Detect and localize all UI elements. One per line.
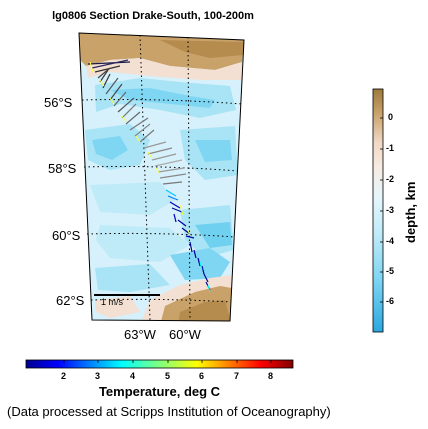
lon-label-63w: 63°W: [124, 327, 156, 342]
lat-label-62s: 62°S: [56, 293, 85, 308]
lat-label-58s: 58°S: [48, 161, 77, 176]
temperature-colorbar-ticks: [63, 360, 272, 363]
lat-label-56s: 56°S: [44, 95, 73, 110]
depth-tick-1: -1: [386, 143, 395, 153]
temp-tick-8: 8: [268, 371, 274, 381]
depth-colorbar-ticks: [380, 117, 383, 303]
temp-tick-7: 7: [234, 371, 240, 381]
temp-tick-2: 2: [61, 371, 67, 381]
depth-colorbar: [372, 88, 384, 333]
temp-tick-4: 4: [130, 371, 136, 381]
temp-tick-3: 3: [95, 371, 101, 381]
temp-tick-6: 6: [199, 371, 205, 381]
depth-tick-2: -2: [386, 174, 395, 184]
graticule: [81, 34, 243, 321]
temperature-colorbar-label: Temperature, deg C: [98, 384, 221, 399]
bathymetry-layer: [79, 33, 244, 321]
velocity-vectors: [87, 59, 211, 293]
depth-tick-0: 0: [388, 112, 394, 122]
map-title: lg0806 Section Drake-South, 100-200m: [52, 10, 254, 22]
scale-vector-label: 1 m/s: [101, 297, 124, 307]
depth-tick-3: -3: [386, 205, 395, 215]
temp-tick-5: 5: [165, 371, 171, 381]
credit-text: (Data processed at Scripps Institution o…: [7, 404, 331, 419]
depth-tick-6: -6: [386, 296, 395, 306]
map-frame: [78, 32, 245, 322]
lon-label-60w: 60°W: [169, 327, 201, 342]
depth-colorbar-label: depth, km: [403, 181, 418, 243]
lat-label-60s: 60°S: [52, 228, 81, 243]
depth-tick-5: -5: [386, 266, 395, 276]
depth-tick-4: -4: [386, 236, 395, 246]
temperature-colorbar: [25, 359, 294, 369]
